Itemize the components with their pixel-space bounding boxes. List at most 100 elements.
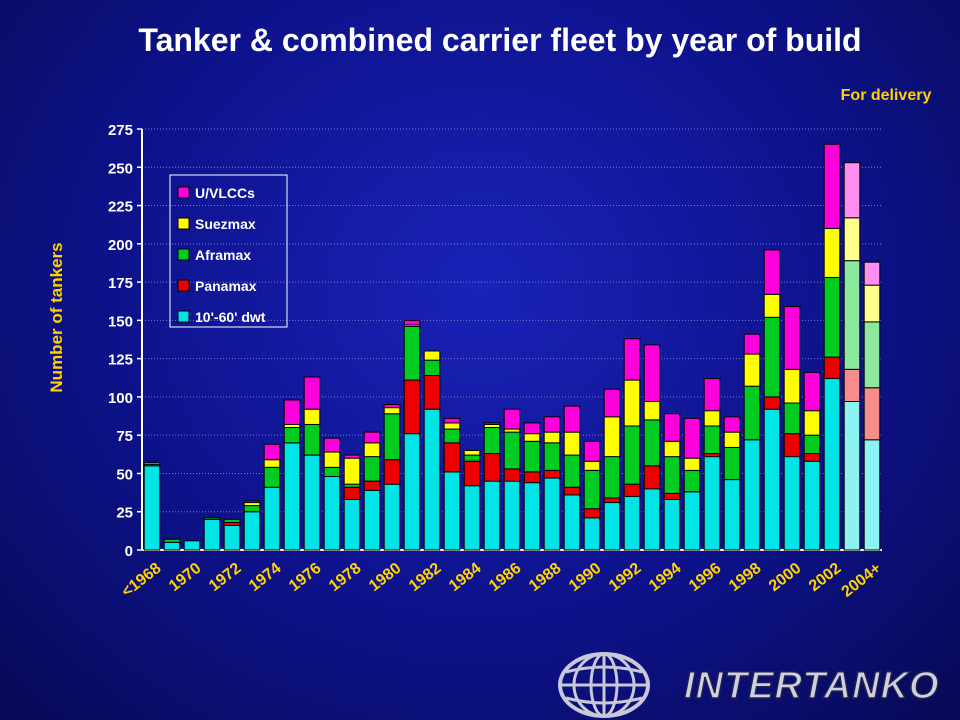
bar-segment xyxy=(683,469,701,493)
bar-segment xyxy=(543,477,561,551)
bar-segment xyxy=(803,453,821,462)
bar-segment xyxy=(543,416,561,433)
bar-segment xyxy=(683,417,701,459)
for-delivery-label: For delivery xyxy=(840,87,932,104)
bar-segment xyxy=(843,368,861,403)
bar-segment xyxy=(443,417,461,424)
bar-segment xyxy=(563,494,581,551)
bar-segment xyxy=(803,434,821,455)
x-tick-label: 1980 xyxy=(366,560,405,595)
bar-segment xyxy=(783,456,801,551)
bar-segment xyxy=(563,405,581,433)
x-tick-label: 1994 xyxy=(646,560,685,595)
bar-segment xyxy=(423,350,441,361)
bar-segment xyxy=(243,505,261,513)
bar-segment xyxy=(743,353,761,387)
bar-segment xyxy=(543,442,561,471)
x-tick-label: 1998 xyxy=(726,560,765,595)
bar-segment xyxy=(443,422,461,430)
bar-segment xyxy=(483,427,501,455)
bar-segment xyxy=(783,433,801,458)
legend-swatch xyxy=(177,186,190,199)
bar-segment xyxy=(803,410,821,436)
legend-label: Suezmax xyxy=(195,216,256,232)
bar-segment xyxy=(383,459,401,485)
y-tick-label: 50 xyxy=(116,466,133,483)
bar-segment xyxy=(523,422,541,435)
x-tick-label: <1968 xyxy=(119,560,165,601)
bar-segment xyxy=(263,459,281,468)
bar-segment xyxy=(163,538,181,543)
bar-segment xyxy=(823,143,841,230)
bar-segment xyxy=(783,368,801,404)
bar-segment xyxy=(463,454,481,462)
bar-segment xyxy=(583,508,601,519)
y-tick-label: 0 xyxy=(125,543,133,560)
bar-segment xyxy=(623,425,641,485)
bar-segment xyxy=(263,443,281,461)
bar-segment xyxy=(603,388,621,418)
bar-segment xyxy=(323,466,341,478)
bar-segment xyxy=(303,376,321,410)
legend-label: 10'-60' dwt xyxy=(195,309,266,325)
bar-segment xyxy=(443,442,461,473)
bar-segment xyxy=(403,433,421,551)
bar-segment xyxy=(623,483,641,497)
x-tick-label: 1992 xyxy=(606,560,645,595)
x-tick-label: 1990 xyxy=(566,560,605,595)
x-tick-label: 2004+ xyxy=(839,560,885,601)
y-tick-label: 175 xyxy=(108,275,133,292)
bar-segment xyxy=(783,306,801,370)
x-tick-label: 2002 xyxy=(806,560,845,595)
bar-segment xyxy=(203,517,221,520)
bar-segment xyxy=(183,540,201,551)
bar-segment xyxy=(663,456,681,494)
bar-segment xyxy=(843,217,861,262)
y-axis-label: Number of tankers xyxy=(47,242,66,392)
bar-segment xyxy=(643,419,661,467)
bar-segment xyxy=(383,404,401,409)
bar-segment xyxy=(363,489,381,551)
bar-segment xyxy=(563,431,581,456)
legend-swatch xyxy=(177,248,190,261)
bar-segment xyxy=(643,488,661,551)
bar-segment xyxy=(443,471,461,551)
bar-segment xyxy=(523,471,541,484)
y-tick-label: 75 xyxy=(116,428,133,445)
bar-segment xyxy=(543,469,561,479)
bar-segment xyxy=(283,442,301,551)
bar-segment xyxy=(383,413,401,461)
legend-swatch xyxy=(177,279,190,292)
bar-segment xyxy=(523,433,541,442)
bar-segment xyxy=(503,408,521,430)
bar-segment xyxy=(483,422,501,425)
bar-segment xyxy=(703,410,721,427)
bar-segment xyxy=(623,338,641,381)
bar-segment xyxy=(763,396,781,410)
bar-segment xyxy=(863,284,881,323)
x-tick-label: 1970 xyxy=(166,560,205,595)
y-tick-label: 200 xyxy=(108,237,133,254)
x-tick-label: 2000 xyxy=(766,560,805,595)
bar-segment xyxy=(483,453,501,482)
bar-segment xyxy=(663,498,681,551)
x-tick-label: 1984 xyxy=(446,560,485,595)
bar-segment xyxy=(803,460,821,551)
bar-segment xyxy=(723,446,741,481)
bar-segment xyxy=(343,498,361,551)
x-tick-label: 1978 xyxy=(326,560,365,595)
y-tick-label: 100 xyxy=(108,390,133,407)
x-tick-label: 1982 xyxy=(406,560,445,595)
legend-label: Panamax xyxy=(195,278,257,294)
bar-segment xyxy=(323,476,341,551)
bar-segment xyxy=(363,456,381,482)
bar-segment xyxy=(583,460,601,471)
bar-segment xyxy=(243,511,261,551)
logo-text: INTERTANKO xyxy=(684,665,940,707)
bar-segment xyxy=(463,485,481,551)
bar-segment xyxy=(863,321,881,389)
bar-segment xyxy=(143,462,161,465)
bar-segment xyxy=(383,407,401,415)
bar-segment xyxy=(823,276,841,358)
